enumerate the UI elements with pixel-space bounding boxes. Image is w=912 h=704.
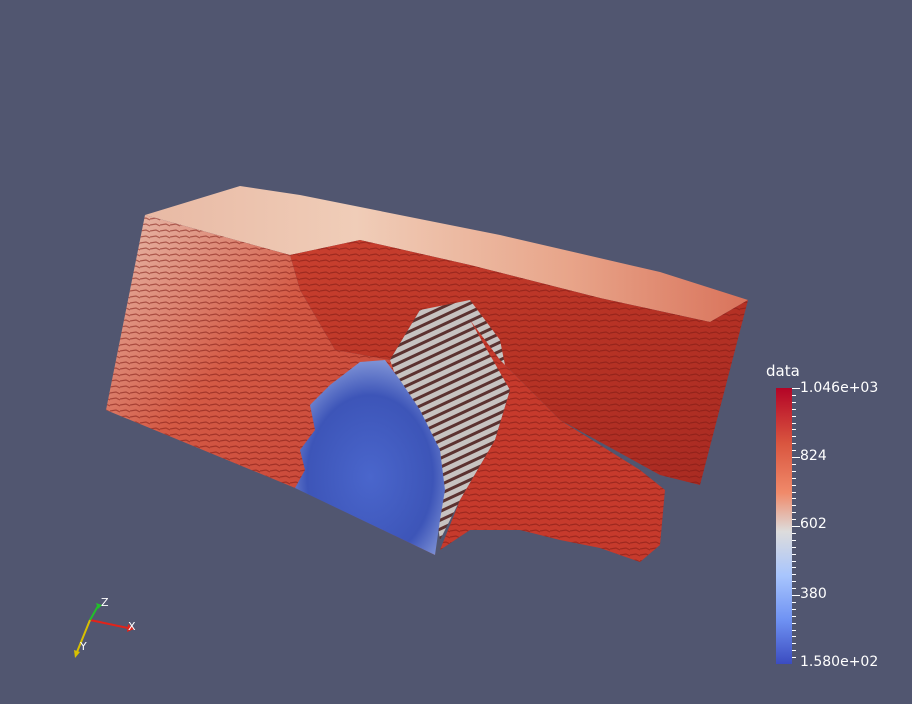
colorbar-ticks	[792, 388, 800, 658]
colorbar-tick-label: 602	[800, 516, 827, 532]
z-axis-arrow	[96, 603, 102, 609]
z-axis-label: Z	[101, 596, 109, 609]
y-axis-line	[76, 619, 91, 653]
colorbar-tick-label: 380	[800, 586, 827, 602]
low-value-region	[295, 360, 445, 555]
x-axis-arrow	[127, 624, 134, 632]
x-axis-line	[89, 619, 129, 629]
legend-title: data	[766, 362, 800, 380]
y-axis-arrow	[74, 650, 80, 658]
colorbar-max-label: 1.046e+03	[800, 380, 879, 396]
layered-ridge	[390, 300, 510, 540]
colorbar-gradient	[776, 388, 792, 664]
orientation-axes: X Y Z	[74, 596, 136, 658]
colorbar-tick-label: 824	[800, 448, 827, 464]
x-axis-label: X	[128, 620, 136, 633]
z-axis-line	[89, 605, 99, 621]
y-axis-label: Y	[79, 640, 87, 653]
volume-top-face	[145, 186, 748, 322]
color-legend: data 1.046e+03 824 602 380 1.580e+02	[760, 360, 910, 680]
colorbar-min-label: 1.580e+02	[800, 654, 879, 670]
